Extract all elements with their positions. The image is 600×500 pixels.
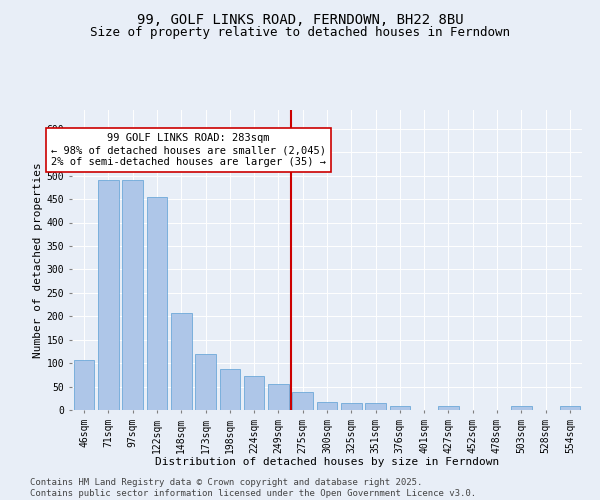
Bar: [365, 403, 386, 410]
Bar: [122, 180, 143, 410]
Text: Contains HM Land Registry data © Crown copyright and database right 2025.
Contai: Contains HM Land Registry data © Crown c…: [30, 478, 476, 498]
Bar: [220, 369, 240, 410]
Bar: [438, 406, 459, 410]
Bar: [146, 196, 167, 410]
Text: Size of property relative to detached houses in Ferndown: Size of property relative to detached ho…: [90, 26, 510, 39]
Y-axis label: Number of detached properties: Number of detached properties: [32, 162, 43, 358]
Bar: [98, 180, 119, 410]
Bar: [341, 403, 362, 410]
Bar: [511, 406, 532, 410]
Bar: [244, 376, 265, 410]
Text: 99, GOLF LINKS ROAD, FERNDOWN, BH22 8BU: 99, GOLF LINKS ROAD, FERNDOWN, BH22 8BU: [137, 12, 463, 26]
Bar: [560, 406, 580, 410]
Bar: [268, 384, 289, 410]
Bar: [292, 392, 313, 410]
Bar: [74, 360, 94, 410]
Bar: [171, 313, 191, 410]
Bar: [389, 406, 410, 410]
Text: 99 GOLF LINKS ROAD: 283sqm
← 98% of detached houses are smaller (2,045)
2% of se: 99 GOLF LINKS ROAD: 283sqm ← 98% of deta…: [51, 134, 326, 166]
Bar: [195, 354, 216, 410]
X-axis label: Distribution of detached houses by size in Ferndown: Distribution of detached houses by size …: [155, 457, 499, 467]
Bar: [317, 402, 337, 410]
